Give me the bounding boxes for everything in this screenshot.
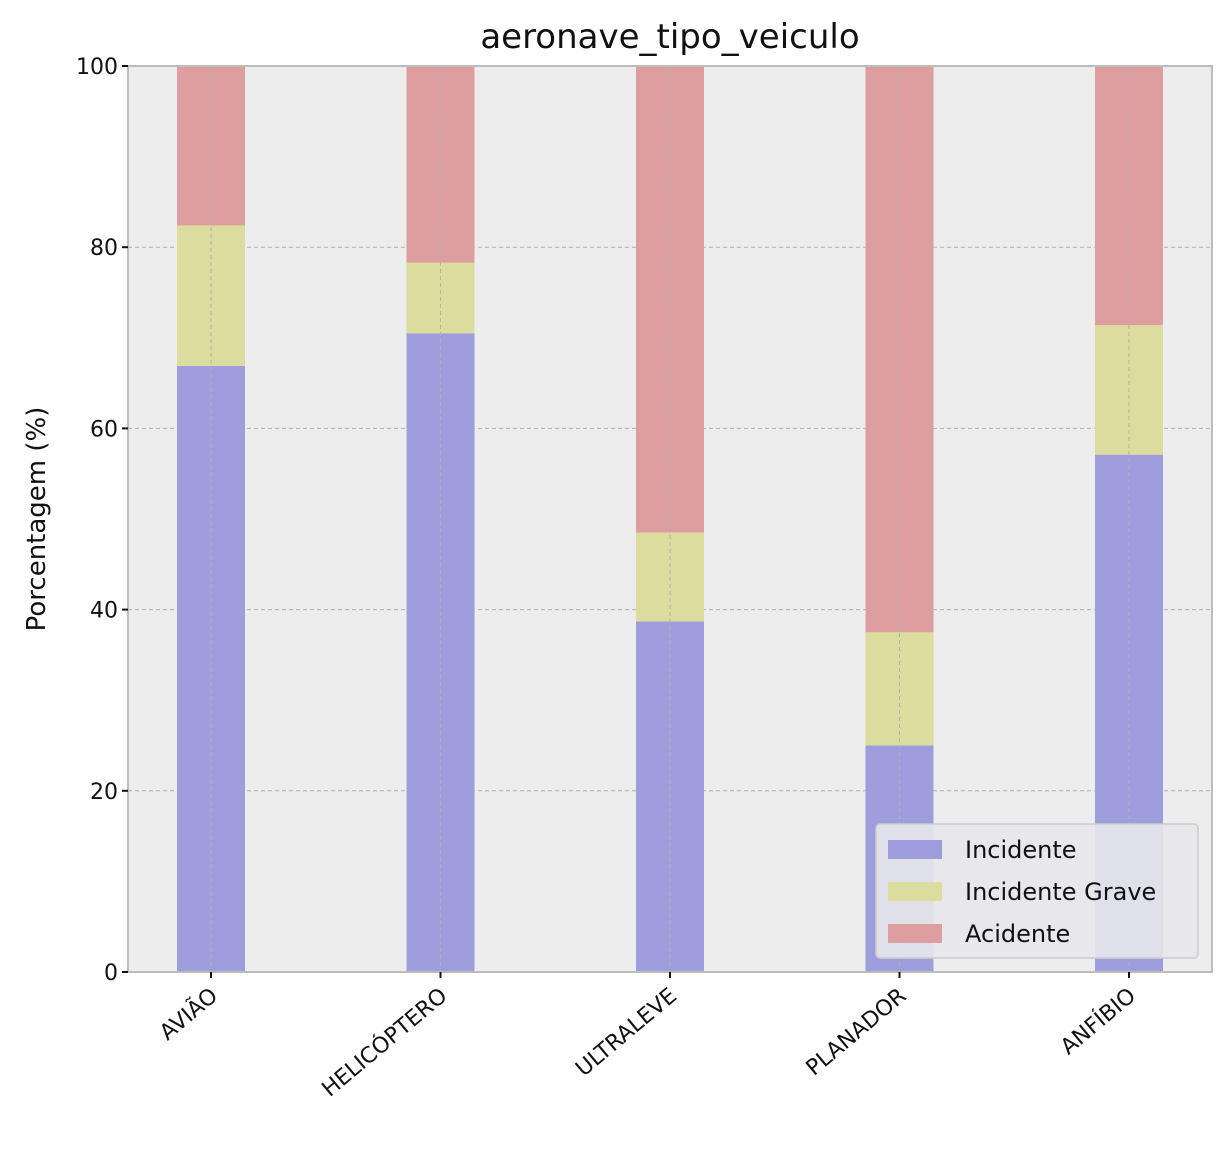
legend-swatch: [888, 840, 942, 859]
legend-box: [875, 823, 1199, 959]
y-tick-label: 100: [76, 55, 118, 80]
x-tick-label: ANFÍBIO: [1056, 983, 1141, 1060]
bar-segment: [177, 225, 245, 366]
bar-segment: [406, 333, 475, 972]
vertical-grid-lines: [210, 66, 1130, 972]
x-tick-label: HELICÓPTERO: [317, 983, 453, 1103]
y-tick-label: 60: [90, 417, 118, 442]
legend-label: Incidente Grave: [965, 878, 1156, 906]
x-tick-label: PLANADOR: [802, 983, 912, 1081]
y-tick-label: 80: [90, 236, 118, 261]
x-axis-ticks: AVIÃO HELICÓPTERO ULTRALEVE PLANADOR ANFÍBIO: [154, 972, 1141, 1102]
y-tick-label: 0: [104, 961, 118, 986]
chart-title: aeronave_tipo_veiculo: [480, 17, 859, 57]
legend-swatch: [888, 924, 942, 943]
y-tick-label: 40: [90, 599, 118, 624]
y-axis-label: Porcentagem (%): [22, 407, 52, 632]
legend-swatch: [888, 882, 942, 901]
x-tick-label: AVIÃO: [154, 982, 223, 1046]
legend: Incidente Incidente Grave Acidente: [875, 823, 1199, 959]
y-tick-label: 20: [90, 780, 118, 805]
x-tick-label: ULTRALEVE: [571, 983, 682, 1081]
y-axis-ticks: 0 20 40 60 80 100: [76, 55, 128, 986]
legend-label: Acidente: [965, 920, 1070, 948]
legend-label: Incidente: [965, 836, 1077, 864]
